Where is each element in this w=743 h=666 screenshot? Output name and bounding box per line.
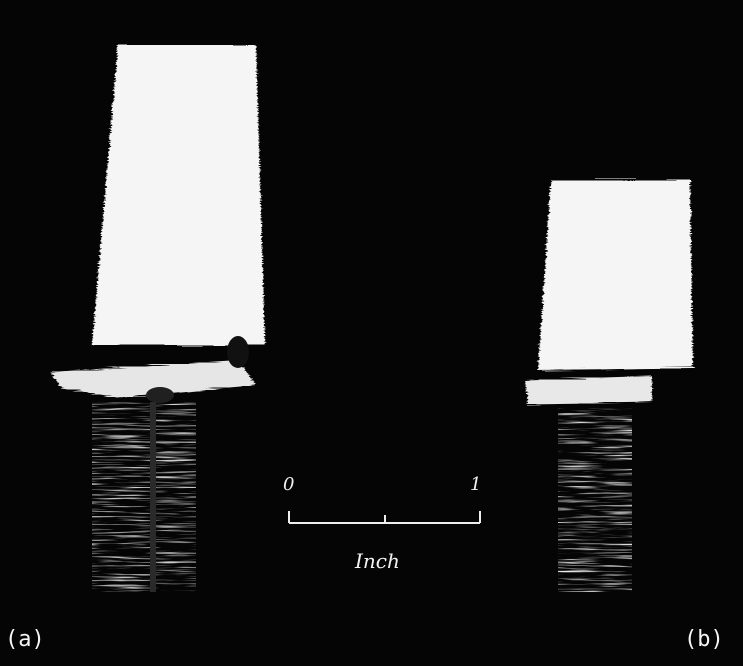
specimen-a-stem-gap [150, 402, 156, 592]
specimen-a-dark-spot [146, 387, 174, 403]
panel-label-a: (a) [5, 627, 45, 652]
specimen-a-collar [50, 360, 256, 398]
specimen-b [525, 180, 693, 592]
specimen-b-cap [538, 180, 693, 370]
scale-bar: 0 1 Inch [283, 474, 481, 573]
specimen-a [50, 45, 265, 592]
panel-label-b: (b) [684, 627, 724, 652]
specimen-b-stem [558, 408, 632, 592]
scale-end-label: 1 [470, 474, 481, 495]
scale-start-label: 0 [283, 474, 294, 495]
specimen-b-collar [525, 376, 652, 404]
specimen-a-cap [92, 45, 265, 345]
specimen-a-stem-left [92, 402, 154, 592]
specimen-a-stem-right [154, 402, 196, 592]
scale-unit-label: Inch [354, 549, 400, 573]
specimen-a-notch [227, 336, 249, 368]
